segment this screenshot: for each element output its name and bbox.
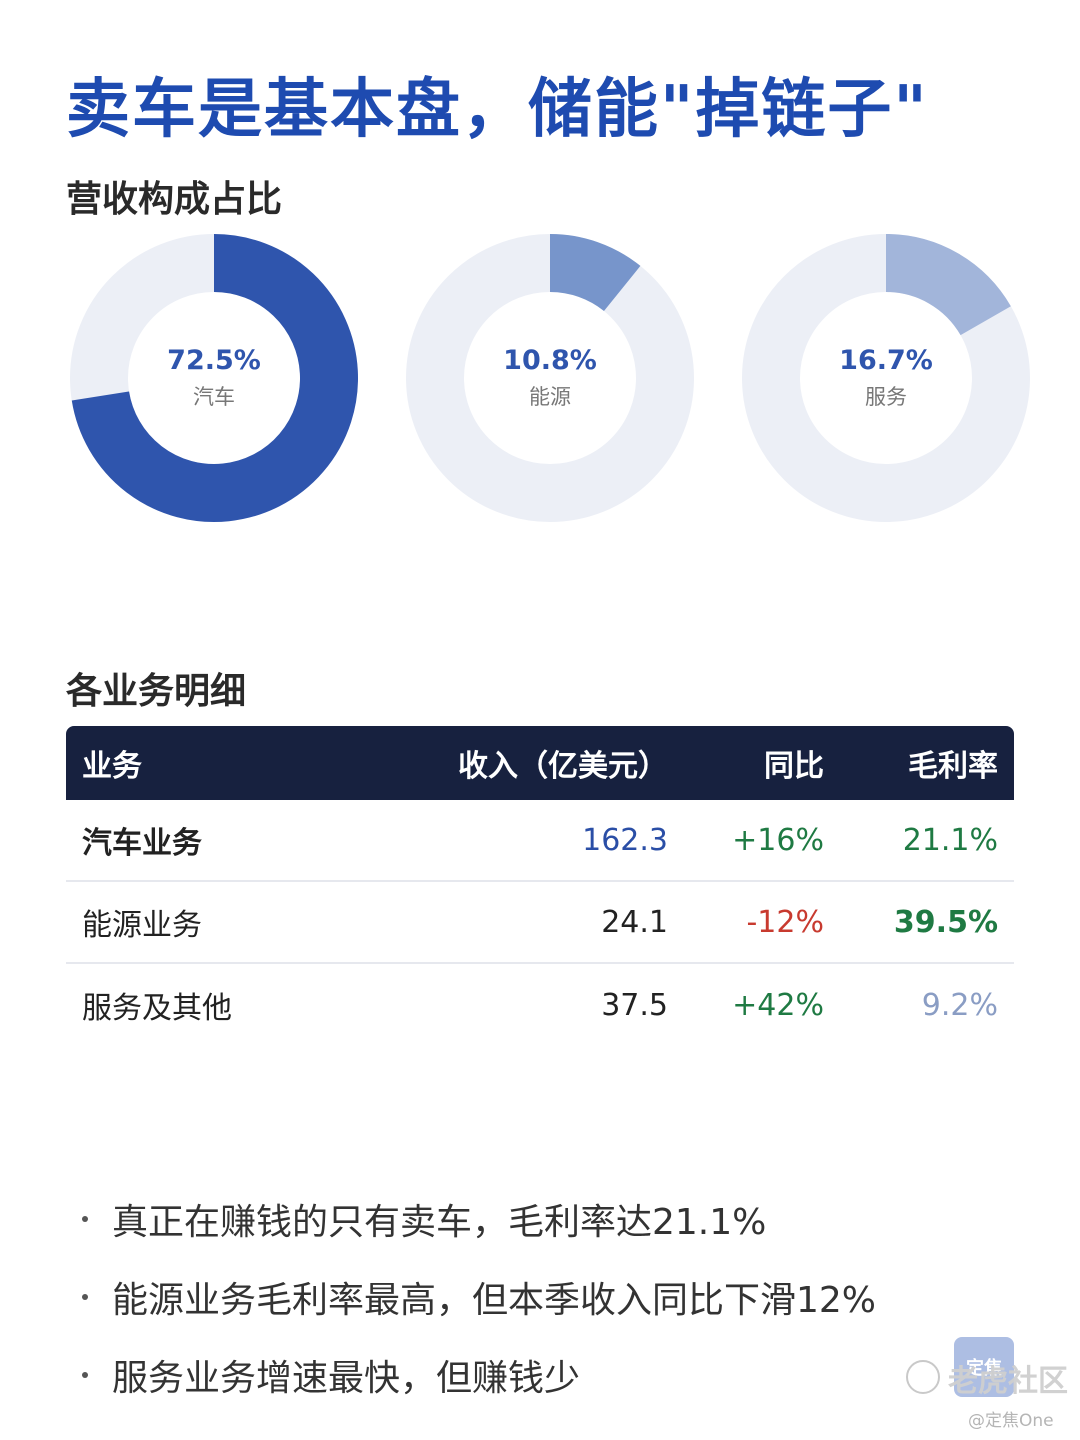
bullet-item: 能源业务毛利率最高，但本季收入同比下滑12% (78, 1258, 978, 1336)
cell-revenue: 24.1 (601, 904, 668, 940)
tiger-logo-icon (906, 1360, 940, 1394)
section-title-revenue-share: 营收构成占比 (66, 179, 283, 220)
donut-chart: 10.8% 能源 (402, 230, 698, 526)
cell-yoy: +42% (732, 987, 824, 1023)
donut-svg (406, 234, 694, 522)
business-table: 业务 收入（亿美元） 同比 毛利率 汽车业务 162.3 +16% 21.1% … (66, 726, 1014, 1046)
cell-margin: 9.2% (921, 987, 998, 1023)
cell-revenue: 37.5 (601, 987, 668, 1023)
table-row: 汽车业务 162.3 +16% 21.1% (66, 800, 1014, 882)
donut-chart: 16.7% 服务 (738, 230, 1034, 526)
table-row: 服务及其他 37.5 +42% 9.2% (66, 964, 1014, 1046)
section-title-business-detail: 各业务明细 (66, 671, 247, 712)
donut-slice (71, 234, 358, 522)
donut-charts: 72.5% 汽车 10.8% 能源 16.7% 服务 (0, 230, 1080, 530)
watermark-badge: 定焦 (954, 1337, 1014, 1397)
watermark-community: 老虎社区 (948, 1364, 1068, 1399)
watermark-handle: @定焦One (968, 1411, 1054, 1431)
header-business: 业务 (82, 749, 142, 784)
header-yoy: 同比 (764, 749, 824, 784)
donut-value: 10.8% (503, 344, 597, 376)
donut-chart: 72.5% 汽车 (66, 230, 362, 526)
bullet-text: 服务业务增速最快，但赚钱少 (112, 1358, 581, 1399)
bullet-dot-icon (82, 1372, 88, 1378)
cell-business: 能源业务 (82, 908, 202, 943)
page-title: 卖车是基本盘，储能"掉链子" (66, 73, 929, 147)
donut-slice (548, 234, 641, 312)
donut-slice (885, 234, 1011, 336)
donut-svg (742, 234, 1030, 522)
donut-label: 能源 (529, 385, 571, 410)
header-revenue: 收入（亿美元） (458, 749, 668, 784)
bullet-item: 真正在赚钱的只有卖车，毛利率达21.1% (78, 1180, 978, 1258)
bullet-dot-icon (82, 1216, 88, 1222)
header-margin: 毛利率 (908, 749, 998, 784)
cell-margin: 21.1% (902, 822, 998, 858)
cell-business: 汽车业务 (82, 826, 202, 861)
key-takeaways: 真正在赚钱的只有卖车，毛利率达21.1% 能源业务毛利率最高，但本季收入同比下滑… (78, 1180, 978, 1414)
cell-yoy: -12% (746, 904, 824, 940)
cell-revenue: 162.3 (582, 822, 668, 858)
table-row: 能源业务 24.1 -12% 39.5% (66, 882, 1014, 964)
cell-margin: 39.5% (893, 904, 998, 940)
bullet-text: 真正在赚钱的只有卖车，毛利率达21.1% (112, 1202, 767, 1243)
cell-business: 服务及其他 (82, 991, 232, 1026)
donut-svg (70, 234, 358, 522)
donut-label: 服务 (865, 385, 907, 410)
cell-yoy: +16% (732, 822, 824, 858)
bullet-text: 能源业务毛利率最高，但本季收入同比下滑12% (112, 1280, 877, 1321)
donut-label: 汽车 (193, 385, 235, 410)
donut-value: 16.7% (839, 344, 933, 376)
bullet-dot-icon (82, 1294, 88, 1300)
table-header: 业务 收入（亿美元） 同比 毛利率 (66, 726, 1014, 800)
bullet-item: 服务业务增速最快，但赚钱少 (78, 1336, 978, 1414)
donut-value: 72.5% (167, 344, 261, 376)
